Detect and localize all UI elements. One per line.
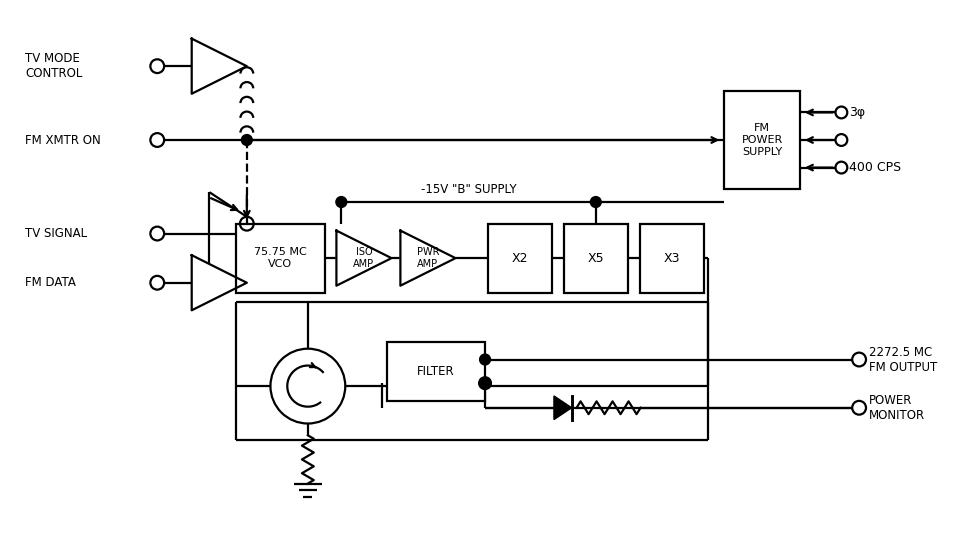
Text: FM DATA: FM DATA [25, 276, 76, 289]
Text: -15V "B" SUPPLY: -15V "B" SUPPLY [421, 183, 516, 196]
Text: TV MODE
CONTROL: TV MODE CONTROL [25, 52, 83, 80]
Circle shape [270, 349, 346, 424]
Circle shape [479, 354, 491, 365]
Polygon shape [400, 231, 456, 286]
Circle shape [590, 197, 601, 207]
Text: PWR
AMP: PWR AMP [417, 247, 439, 269]
Polygon shape [337, 231, 391, 286]
Text: TV SIGNAL: TV SIGNAL [25, 227, 88, 240]
Polygon shape [191, 38, 247, 94]
Polygon shape [191, 255, 247, 310]
Text: X5: X5 [588, 252, 604, 264]
Text: POWER
MONITOR: POWER MONITOR [869, 394, 925, 422]
Text: X3: X3 [664, 252, 680, 264]
Bar [488, 224, 552, 293]
Bar [236, 224, 325, 293]
Bar [724, 91, 800, 189]
Circle shape [479, 378, 491, 389]
Text: 75.75 MC
VCO: 75.75 MC VCO [254, 247, 306, 269]
Circle shape [336, 197, 346, 207]
Bar [564, 224, 628, 293]
Polygon shape [554, 396, 572, 419]
Text: FM
POWER
SUPPLY: FM POWER SUPPLY [742, 124, 783, 157]
Bar [639, 224, 704, 293]
Text: 400 CPS: 400 CPS [849, 161, 902, 174]
Text: 3φ: 3φ [849, 106, 866, 119]
Text: ISO
AMP: ISO AMP [353, 247, 375, 269]
Text: FILTER: FILTER [417, 365, 455, 378]
Text: X2: X2 [511, 252, 528, 264]
Text: FM XMTR ON: FM XMTR ON [25, 133, 102, 147]
Bar [386, 342, 485, 401]
Circle shape [241, 135, 252, 146]
Text: 2272.5 MC
FM OUTPUT: 2272.5 MC FM OUTPUT [869, 345, 937, 374]
